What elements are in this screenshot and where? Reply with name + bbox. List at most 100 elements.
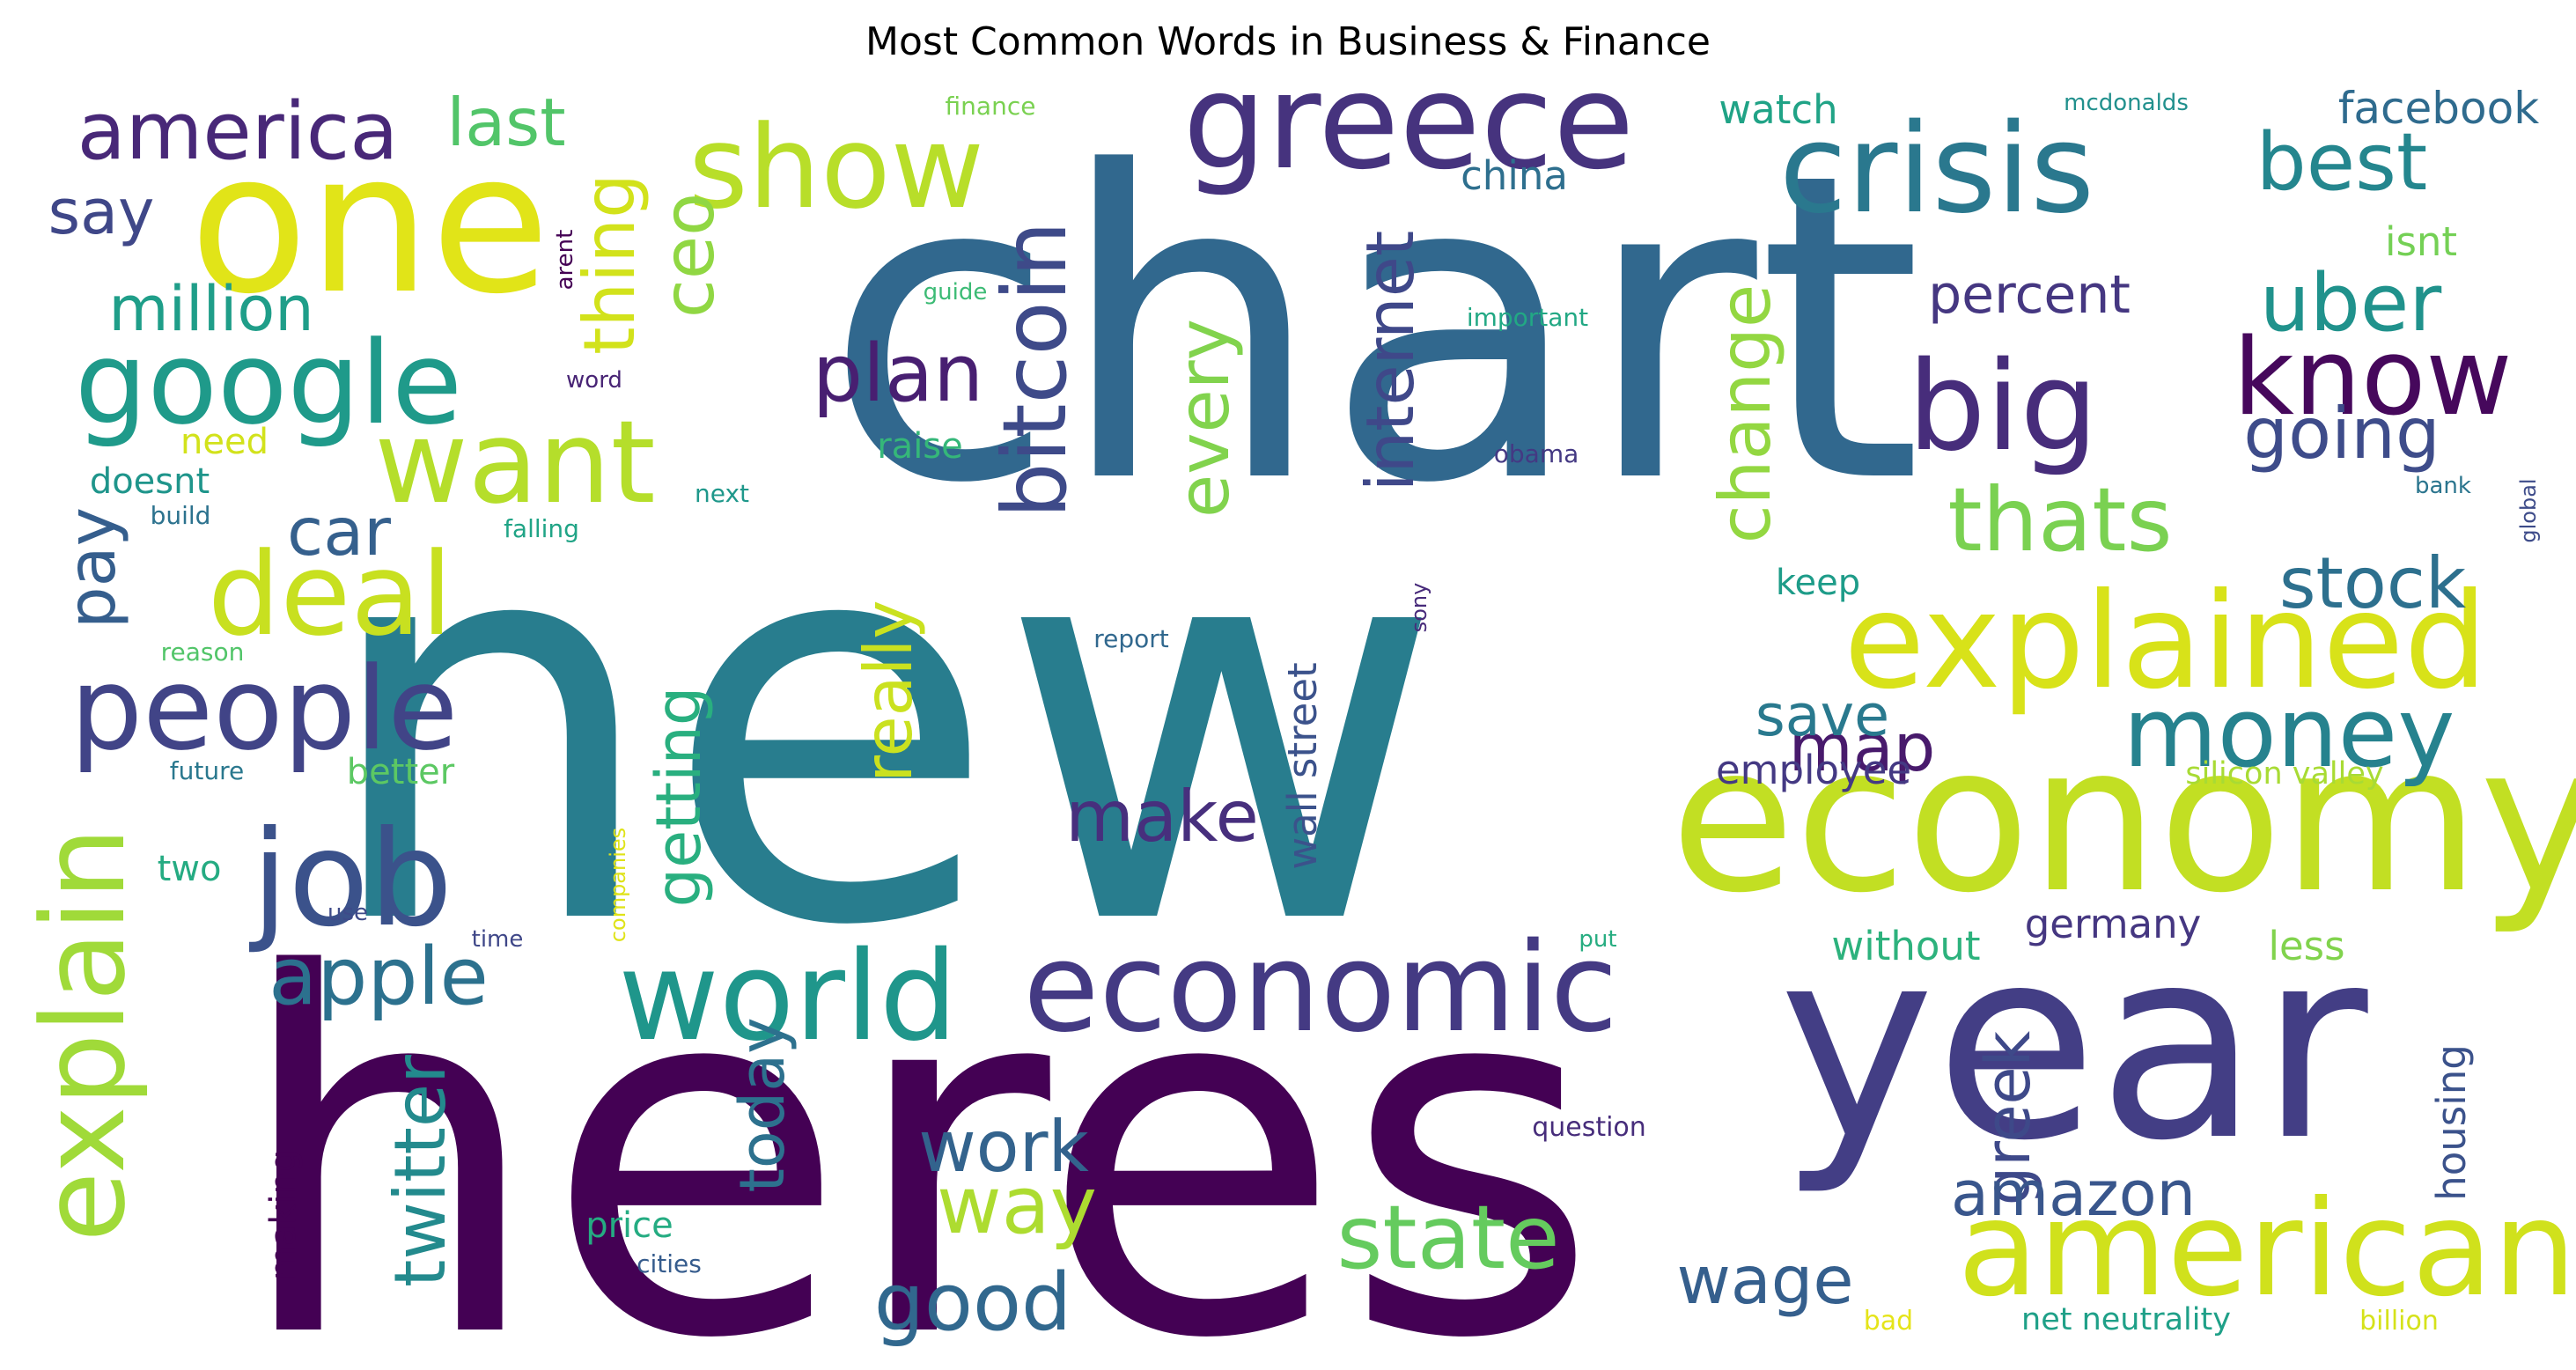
word-bitcoin: bitcoin xyxy=(983,221,1086,519)
word-pay: pay xyxy=(53,507,130,629)
word-save: save xyxy=(1755,683,1889,749)
word-want: want xyxy=(374,395,655,529)
word-amazon: amazon xyxy=(1951,1158,2196,1230)
word-year: year xyxy=(1778,891,2371,1198)
word-make: make xyxy=(1065,776,1259,858)
word-companies: companies xyxy=(606,828,630,942)
word-show: show xyxy=(688,100,984,234)
word-getting: getting xyxy=(643,687,715,908)
word-without: without xyxy=(1831,923,1980,969)
word-future: future xyxy=(170,756,244,785)
word-uber: uber xyxy=(2260,257,2442,350)
word-america: america xyxy=(77,85,399,178)
word-heres: heres xyxy=(232,873,1600,1370)
word-price: price xyxy=(585,1205,673,1246)
word-say: say xyxy=(48,176,155,248)
word-deal: deal xyxy=(208,527,453,661)
word-google: google xyxy=(75,316,462,450)
word-explained: explained xyxy=(1844,565,2487,718)
word-good: good xyxy=(874,1256,1071,1349)
word-going: going xyxy=(2243,393,2440,475)
word-need: need xyxy=(180,422,269,462)
word-reason: reason xyxy=(161,637,245,667)
word-finance: finance xyxy=(946,92,1036,121)
word-facebook: facebook xyxy=(2338,83,2539,134)
word-internet: internet xyxy=(1351,231,1429,492)
word-question: question xyxy=(1532,1112,1646,1143)
word-employee: employee xyxy=(1716,747,1911,793)
word-guide: guide xyxy=(924,279,988,306)
word-put: put xyxy=(1579,926,1616,953)
word-crisis: crisis xyxy=(1779,98,2094,241)
word-isnt: isnt xyxy=(2385,218,2457,265)
word-thing: thing xyxy=(569,173,651,355)
word-work: work xyxy=(918,1106,1089,1188)
word-new: new xyxy=(316,410,1444,1045)
word-report: report xyxy=(1093,624,1169,653)
word-use: use xyxy=(328,900,368,926)
word-know: know xyxy=(2233,317,2512,439)
word-percent: percent xyxy=(1928,264,2131,326)
word-better: better xyxy=(347,752,455,792)
word-today: today xyxy=(726,1017,799,1192)
word-state: state xyxy=(1336,1186,1559,1289)
word-best: best xyxy=(2256,116,2428,209)
word-map: map xyxy=(1789,709,1936,786)
word-mcdonalds: mcdonalds xyxy=(2064,90,2189,116)
word-job: job xyxy=(249,803,453,956)
word-watch: watch xyxy=(1719,86,1837,133)
word-apple: apple xyxy=(269,931,489,1023)
word-plan: plan xyxy=(813,328,983,420)
word-bank: bank xyxy=(2415,473,2471,499)
word-global: global xyxy=(2516,478,2541,542)
word-important: important xyxy=(1467,303,1588,332)
word-housing: housing xyxy=(2428,1044,2475,1201)
chart-title: Most Common Words in Business & Finance xyxy=(865,19,1711,64)
word-thats: thats xyxy=(1947,468,2172,571)
word-money: money xyxy=(2123,676,2455,789)
word-china: china xyxy=(1461,152,1568,199)
word-greek: greek xyxy=(1972,1030,2044,1205)
word-next: next xyxy=(695,479,749,508)
word-cities: cities xyxy=(637,1249,702,1278)
word-stock: stock xyxy=(2279,542,2467,624)
word-twitter: twitter xyxy=(379,1055,461,1287)
word-two: two xyxy=(158,849,222,889)
word-less: less xyxy=(2268,923,2344,969)
word-silicon-valley: silicon valley xyxy=(2185,756,2383,792)
word-change: change xyxy=(1704,284,1786,543)
word-word: word xyxy=(566,367,622,394)
word-every: every xyxy=(1163,319,1245,518)
word-last: last xyxy=(446,84,565,161)
word-net-neutrality: net neutrality xyxy=(2021,1302,2231,1337)
word-obama: obama xyxy=(1494,439,1579,468)
word-sony: sony xyxy=(1407,583,1432,633)
word-economy: economy xyxy=(1670,703,2576,938)
word-car: car xyxy=(287,493,391,571)
word-chart: chart xyxy=(824,84,1923,576)
word-world: world xyxy=(618,925,957,1069)
word-people: people xyxy=(70,642,459,776)
word-economic: economic xyxy=(1023,917,1617,1060)
word-falling: falling xyxy=(504,514,579,543)
word-one: one xyxy=(189,111,549,336)
word-doesnt: doesnt xyxy=(90,461,210,502)
word-big: big xyxy=(1908,335,2099,479)
word-making: making xyxy=(263,1150,304,1281)
word-keep: keep xyxy=(1776,563,1860,603)
word-wall-street: wall street xyxy=(1279,662,1326,869)
word-american: american xyxy=(1957,1173,2576,1326)
word-million: million xyxy=(108,273,313,345)
word-arent: arent xyxy=(552,230,578,291)
word-way: way xyxy=(937,1160,1097,1252)
word-build: build xyxy=(151,501,211,530)
word-ceo: ceo xyxy=(648,193,730,318)
word-raise: raise xyxy=(877,426,963,467)
word-bad: bad xyxy=(1864,1306,1913,1337)
word-explain: explain xyxy=(17,827,151,1241)
word-greece: greece xyxy=(1183,46,1635,199)
word-billion: billion xyxy=(2359,1306,2439,1337)
word-really: really xyxy=(850,600,927,782)
word-germany: germany xyxy=(2025,901,2202,947)
